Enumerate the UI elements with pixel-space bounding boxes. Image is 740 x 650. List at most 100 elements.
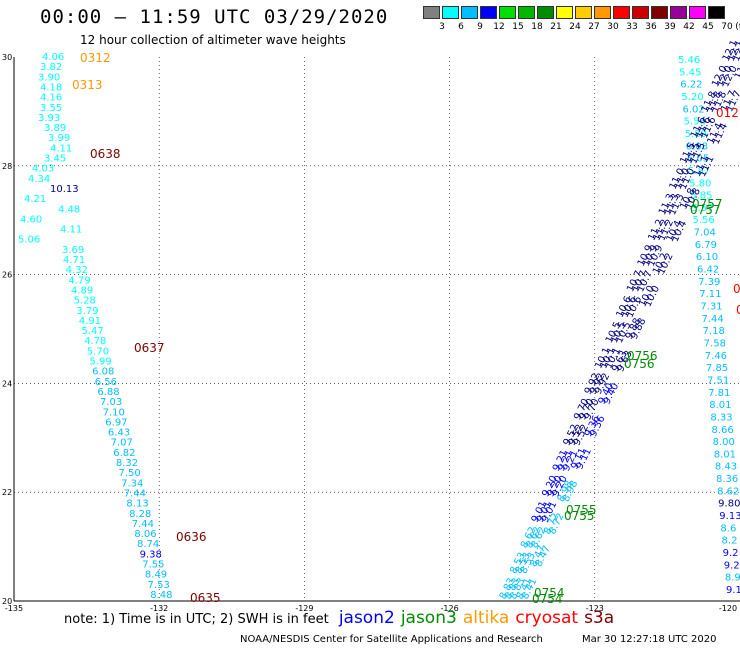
- time-label: 0757: [690, 203, 721, 217]
- scale-unit: (ft): [735, 22, 740, 32]
- observations: 4.063.823.904.184.163.553.933.893.994.11…: [18, 38, 740, 601]
- scale-label: 45: [702, 22, 714, 32]
- swh-value: 7.31: [700, 302, 722, 313]
- swh-value: 9.13: [719, 511, 740, 522]
- scale-swatch-33: [613, 6, 630, 19]
- map-title: 00:00 – 11:59 UTC 03/29/2020: [40, 6, 389, 28]
- swh-value: 5.28: [74, 296, 96, 307]
- note-text: note: 1) Time is in UTC; 2) SWH is in fe…: [64, 612, 329, 627]
- swh-value: 8.00: [713, 437, 735, 448]
- scale-label: 36: [645, 22, 657, 32]
- scale-label: 6: [458, 22, 464, 32]
- lon-tick-label: -126: [441, 604, 459, 613]
- scale-swatch-24: [556, 6, 573, 19]
- swh-value: 8.2: [722, 536, 738, 547]
- satellite-legend: jason2 jason3 altika cryosat s3a: [333, 608, 614, 628]
- swh-value: 7.44: [124, 488, 146, 499]
- scale-swatch-6: [442, 6, 459, 19]
- swh-value: 3.90: [38, 72, 60, 83]
- swh-value: 7.34: [121, 478, 143, 489]
- swh-value: 11.9: [733, 56, 740, 81]
- scale-label: 30: [607, 22, 619, 32]
- scale-label: 27: [588, 22, 600, 32]
- legend-jason3: jason3: [400, 608, 457, 628]
- swh-value: 5.56: [684, 117, 706, 128]
- swh-value: 8.13: [126, 499, 148, 510]
- swh-value: 4.18: [40, 82, 62, 93]
- swh-value: 3.99: [48, 133, 70, 144]
- swh-value: 3.89: [44, 123, 66, 134]
- lat-tick-label: 20: [2, 597, 12, 606]
- swh-value: 3.82: [40, 62, 62, 73]
- scale-swatch-18: [518, 6, 535, 19]
- lon-tick-label: -129: [295, 604, 313, 613]
- lat-tick-label: 26: [2, 271, 12, 280]
- lat-tick-label: 22: [2, 488, 12, 497]
- swh-value: 5.57: [691, 203, 713, 214]
- swh-value: 7.11: [699, 289, 721, 300]
- swh-value: 7.85: [706, 363, 728, 374]
- swh-value: 4.71: [63, 255, 85, 266]
- swh-value: 6.88: [97, 387, 119, 398]
- scale-swatch-39: [651, 6, 668, 19]
- scale-swatch-3: [423, 6, 440, 19]
- time-label: 0638: [90, 147, 121, 161]
- lat-tick-label: 28: [2, 162, 12, 171]
- time-label: 0312: [80, 51, 111, 65]
- swh-value: 5.87: [688, 166, 710, 177]
- swh-value: 7.44: [701, 314, 723, 325]
- scale-swatch-12: [480, 6, 497, 19]
- lon-tick-label: -120: [719, 604, 737, 613]
- swh-value: 5.70: [87, 346, 109, 357]
- scale-swatch-30: [594, 6, 611, 19]
- credit-text: NOAA/NESDIS Center for Satellite Applica…: [240, 634, 543, 645]
- swh-value: 5.46: [678, 55, 700, 66]
- scale-label: 18: [531, 22, 543, 32]
- swh-value: 4.78: [84, 336, 106, 347]
- time-label: 0756: [627, 349, 658, 363]
- swh-value: 6.56: [95, 377, 117, 388]
- swh-value: 5.06: [18, 235, 40, 246]
- swh-value: 7.53: [148, 580, 170, 591]
- swh-value: 8.6: [720, 523, 736, 534]
- swh-value: 6.97: [105, 417, 127, 428]
- time-label: 0755: [566, 503, 597, 517]
- swh-value: 6.10: [696, 252, 718, 263]
- swh-value: 9.38: [140, 549, 162, 560]
- swh-value: 7.18: [703, 326, 725, 337]
- swh-value: 7.04: [694, 228, 716, 239]
- scale-label: 33: [626, 22, 638, 32]
- timestamp-text: Mar 30 12:27:18 UTC 2020: [582, 634, 717, 645]
- time-label: 0755: [564, 509, 595, 523]
- scale-label: 70: [721, 22, 733, 32]
- swh-value: 5.47: [82, 326, 104, 337]
- swh-value: 4.03: [32, 164, 54, 175]
- lon-tick-label: -123: [586, 604, 604, 613]
- legend: note: 1) Time is in UTC; 2) SWH is in fe…: [64, 608, 614, 628]
- swh-value: 8.43: [715, 462, 737, 473]
- scale-swatch-36: [632, 6, 649, 19]
- time-label: 0636: [176, 530, 207, 544]
- swh-value: 9.2: [723, 548, 739, 559]
- time-label: 0754: [532, 592, 563, 606]
- time-label: 0313: [72, 78, 103, 92]
- swh-value: 12.1: [731, 38, 740, 63]
- swh-value: 7.51: [707, 375, 729, 386]
- time-label: 012: [716, 106, 739, 120]
- lon-tick-label: -135: [5, 604, 23, 613]
- lat-tick-label: 30: [2, 53, 12, 62]
- lat-tick-label: 24: [2, 379, 12, 388]
- swh-value: 9.1: [726, 585, 740, 596]
- scale-swatch-21: [537, 6, 554, 19]
- swh-value: 4.16: [40, 93, 62, 104]
- swh-value: 6.02: [682, 104, 704, 115]
- time-label: 0: [736, 303, 740, 317]
- swh-value: 7.03: [100, 397, 122, 408]
- scale-label: 12: [493, 22, 505, 32]
- swh-value: 4.11: [60, 225, 82, 236]
- swh-value: 8.06: [134, 529, 156, 540]
- time-label: 0: [733, 282, 740, 296]
- swh-value: 5.80: [689, 178, 711, 189]
- swh-value: 4.48: [58, 204, 80, 215]
